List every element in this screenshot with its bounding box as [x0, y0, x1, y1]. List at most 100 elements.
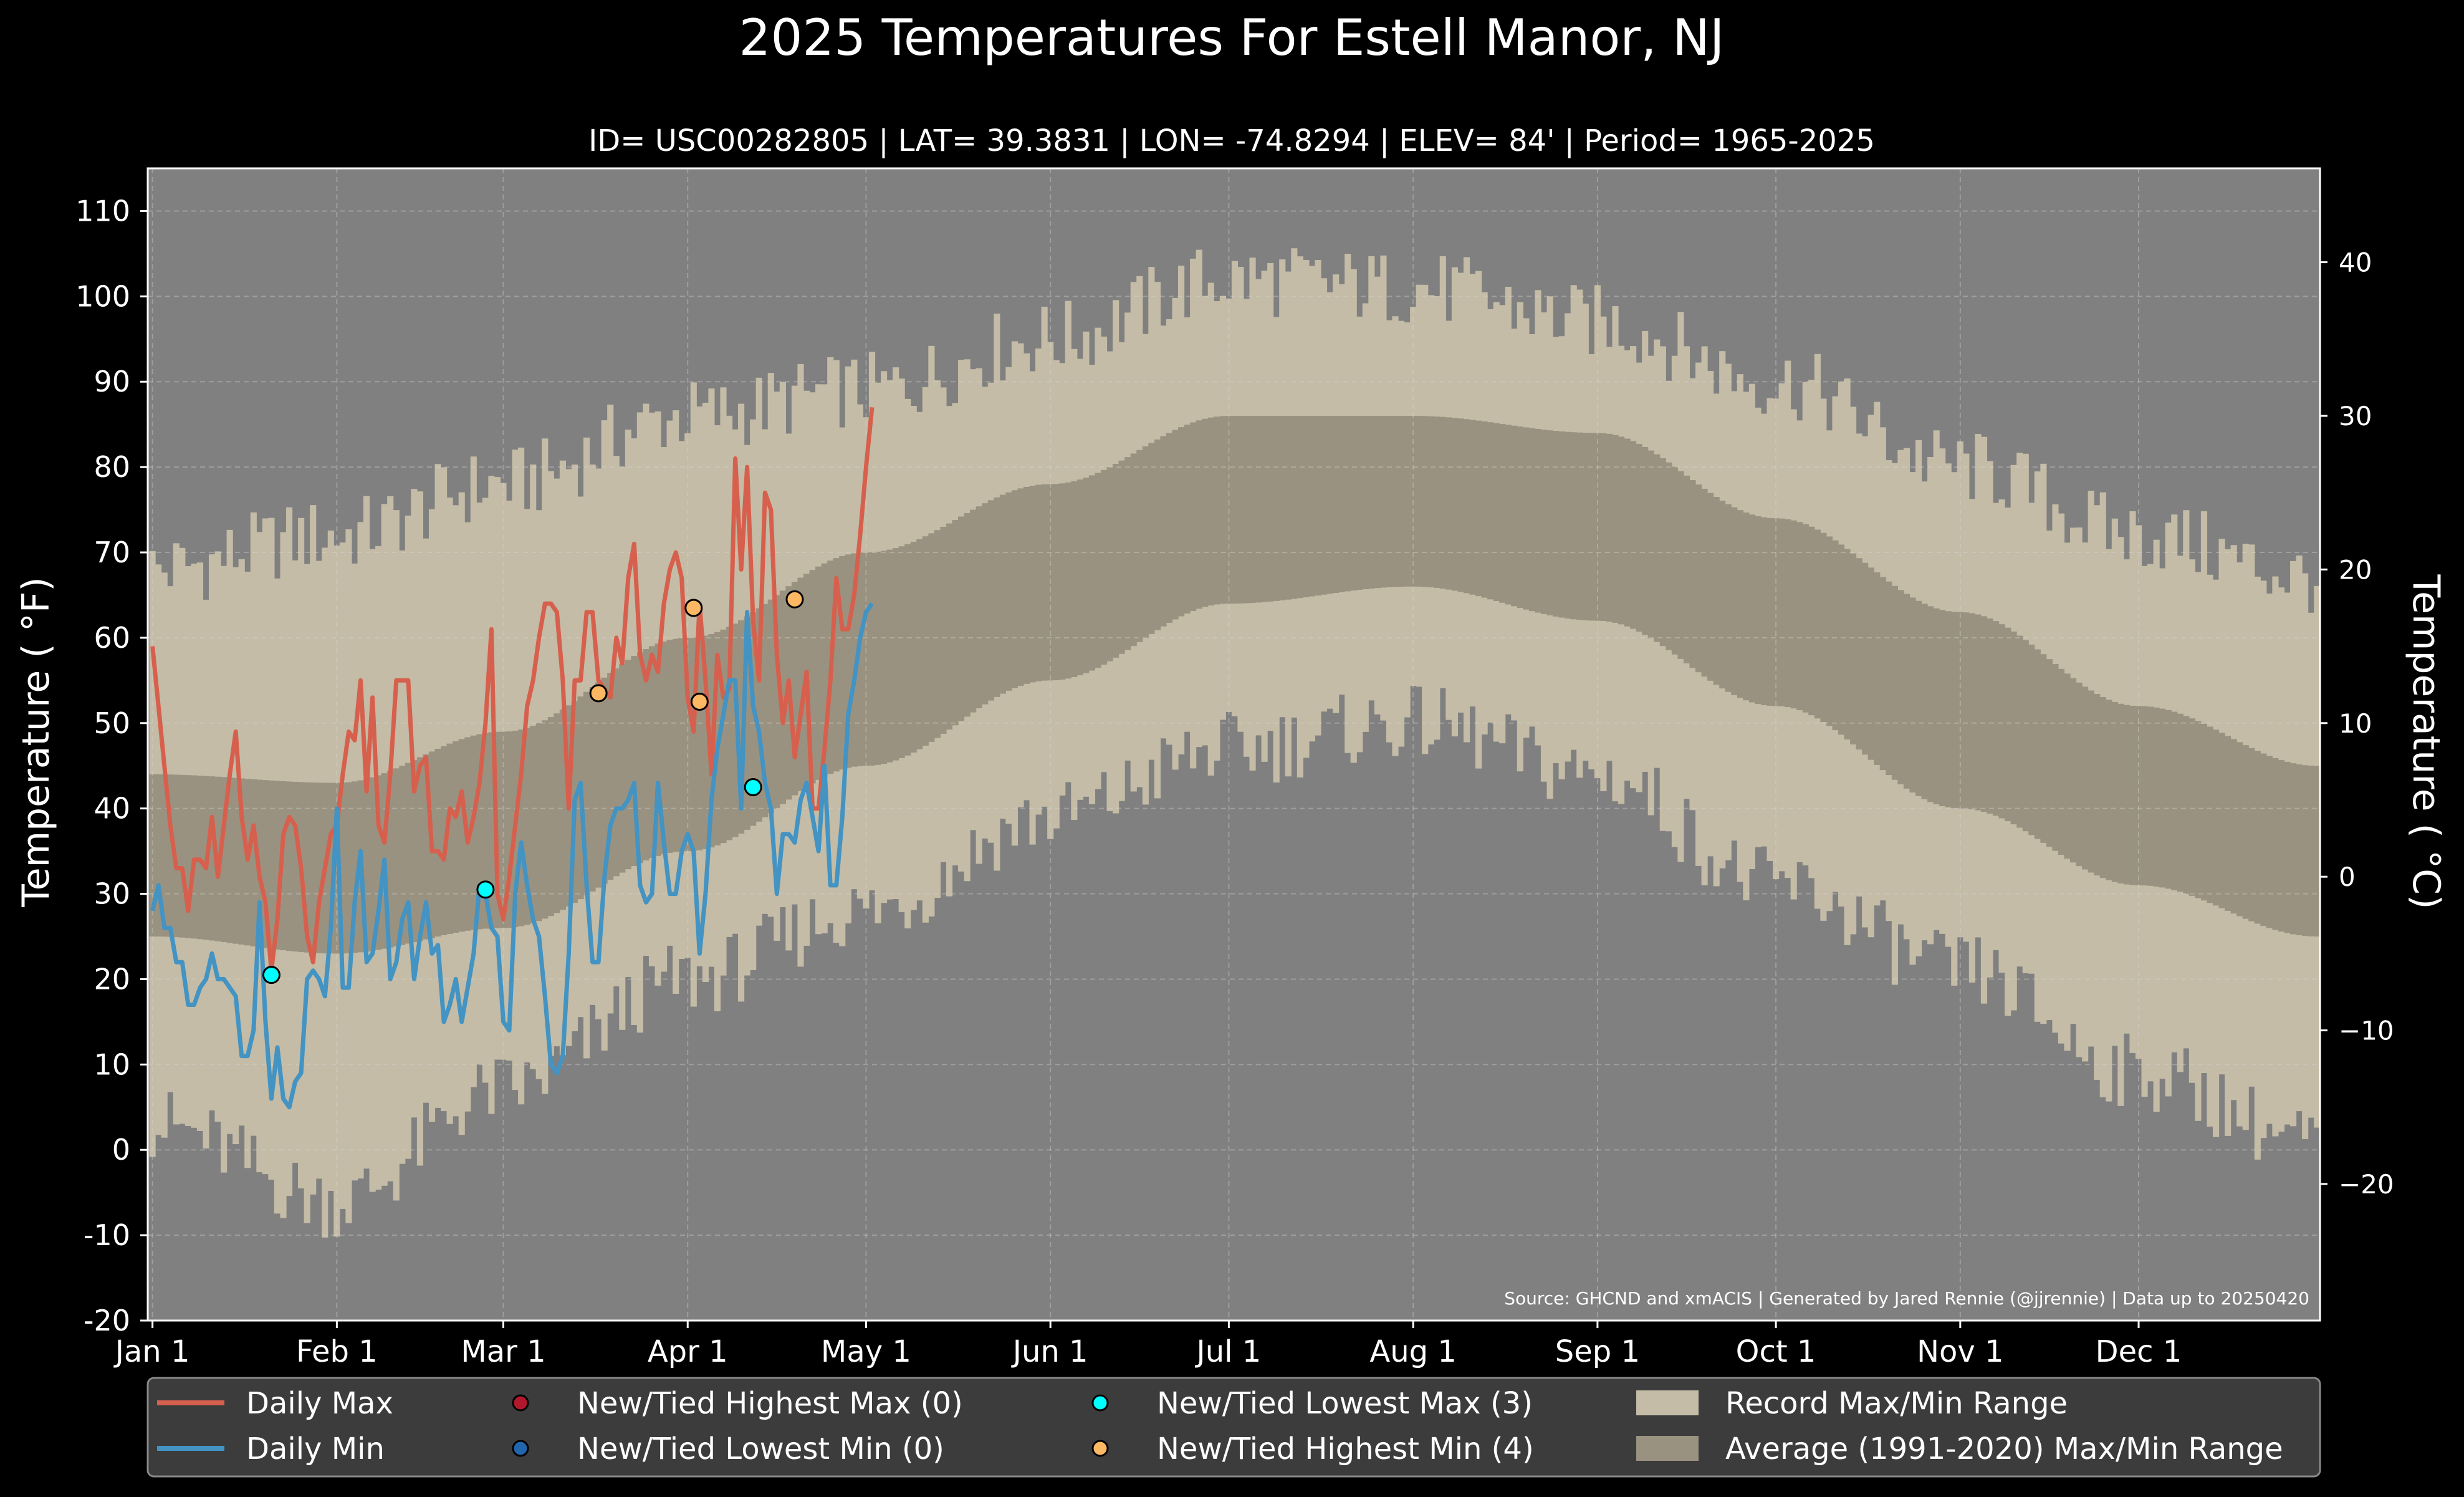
normal-range-bar: [2266, 756, 2273, 928]
normal-range-bar: [2147, 706, 2154, 886]
normal-range-bar: [535, 723, 542, 922]
normal-range-bar: [1879, 577, 1886, 771]
normal-range-bar: [1154, 439, 1161, 630]
normal-range-bar: [868, 552, 876, 766]
normal-range-bar: [285, 781, 293, 951]
normal-range-bar: [1279, 415, 1286, 600]
normal-range-bar: [185, 775, 191, 938]
normal-range-bar: [856, 552, 863, 766]
normal-range-bar: [1231, 415, 1239, 604]
normal-range-bar: [702, 635, 709, 849]
normal-range-bar: [1386, 415, 1393, 587]
normal-range-bar: [1600, 433, 1607, 621]
normal-range-bar: [315, 782, 322, 953]
normal-range-bar: [720, 629, 727, 844]
normal-range-bar: [2236, 742, 2243, 917]
normal-range-bar: [2230, 739, 2237, 914]
normal-range-bar: [524, 728, 530, 925]
normal-range-bar: [1790, 520, 1797, 709]
normal-range-bar: [327, 782, 334, 954]
normal-range-bar: [791, 582, 798, 796]
normal-range-bar: [1113, 464, 1119, 658]
y-tick-label-left: 70: [93, 536, 130, 569]
normal-range-bar: [1041, 484, 1048, 681]
normal-range-bar: [1891, 585, 1898, 780]
normal-range-bar: [405, 763, 411, 944]
normal-range-bar: [1333, 415, 1340, 594]
normal-range-bar: [904, 544, 911, 756]
normal-range-bar: [1297, 415, 1303, 599]
plot-frame: [146, 167, 2321, 1322]
normal-range-bar: [363, 779, 370, 952]
normal-range-bar: [1594, 433, 1601, 621]
normal-range-bar: [946, 523, 953, 730]
normal-range-bar: [2129, 705, 2136, 885]
normal-range-bar: [1374, 415, 1381, 589]
record-marker-lowest-max: [262, 966, 280, 984]
normal-range-bar: [762, 604, 769, 817]
normal-range-bar: [1874, 572, 1881, 765]
y-tick-label-left: 10: [93, 1047, 130, 1081]
normal-range-bar: [1178, 427, 1185, 617]
normal-range-bar: [292, 781, 299, 952]
normal-range-bar: [441, 746, 448, 935]
normal-range-bar: [1225, 415, 1232, 604]
normal-range-bar: [1951, 612, 1958, 809]
normal-range-bar: [1326, 415, 1333, 594]
normal-range-bar: [1434, 416, 1441, 588]
normal-range-bar: [893, 548, 899, 761]
normal-range-bar: [613, 668, 620, 877]
y-axis-right-ticks: −20 −10 0 10 20 30 40: [2320, 248, 2394, 1200]
normal-range-bar: [2153, 707, 2160, 887]
normal-range-bar: [1785, 519, 1791, 708]
normal-range-bar: [922, 536, 929, 746]
normal-range-bar: [1612, 435, 1619, 623]
legend-marker-swatch: [1091, 1394, 1109, 1412]
normal-range-bar: [1731, 507, 1738, 695]
normal-range-bar: [1886, 581, 1892, 776]
normal-range-bar: [179, 774, 186, 938]
normal-range-bar: [196, 776, 204, 940]
legend-box: [146, 1377, 2321, 1478]
normal-range-bar: [779, 590, 786, 804]
normal-range-bar: [2272, 758, 2279, 930]
normal-range-bar: [987, 500, 994, 701]
normal-range-bar: [2082, 686, 2089, 870]
normal-range-bar: [1410, 415, 1417, 587]
normal-range-bar: [1362, 415, 1369, 590]
normal-range-bar: [958, 516, 965, 721]
normal-range-bar: [1059, 483, 1066, 680]
normal-range-bar: [2159, 708, 2166, 888]
normal-range-bar: [750, 612, 757, 826]
normal-range-bar: [2123, 705, 2131, 885]
normal-range-bar: [1445, 417, 1452, 590]
normal-range-bar: [2040, 654, 2047, 843]
normal-range-bar: [886, 549, 893, 763]
normal-range-bar: [1237, 415, 1244, 604]
normal-range-bar: [1202, 418, 1209, 607]
normal-range-bar: [607, 673, 614, 880]
y-tick-label-left: 30: [93, 877, 130, 911]
normal-range-bar: [476, 734, 483, 930]
normal-range-bar: [845, 554, 851, 768]
normal-range-bar: [976, 506, 982, 709]
y-tick-label-left: 20: [93, 962, 130, 996]
normal-range-bar: [1927, 606, 1934, 802]
normal-range-bar: [1808, 526, 1815, 716]
normal-range-bar: [809, 570, 816, 784]
normal-range-bar: [1737, 510, 1743, 698]
normal-range-bar: [1214, 416, 1220, 605]
plot-area: Source: GHCND and xmACIS | Generated by …: [146, 167, 2321, 1322]
normal-range-bar: [1023, 486, 1030, 684]
normal-range-bar: [1481, 421, 1488, 598]
normal-range-bar: [345, 782, 352, 953]
normal-range-bar: [1368, 415, 1375, 589]
normal-range-bar: [1642, 447, 1649, 635]
normal-range-bar: [1856, 558, 1862, 750]
normal-range-bar: [648, 646, 656, 859]
normal-range-bar: [393, 768, 400, 946]
normal-range-bar: [1517, 426, 1523, 608]
normal-range-bar: [1743, 513, 1750, 701]
y-tick-label-right: 10: [2339, 708, 2372, 739]
normal-range-bar: [726, 627, 733, 840]
